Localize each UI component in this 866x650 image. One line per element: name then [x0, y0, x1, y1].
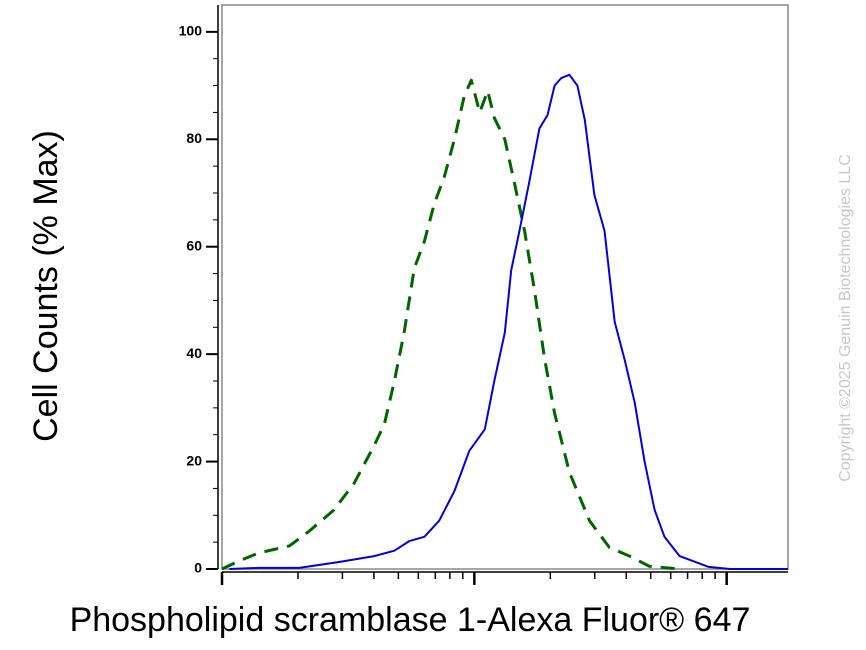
y-tick-label: 40	[186, 345, 202, 361]
histogram-line	[229, 73, 788, 570]
y-tick-label: 20	[186, 452, 202, 468]
y-tick-label: 60	[186, 237, 202, 253]
plot-frame	[221, 4, 789, 570]
watermark: Copyright ©2025 Genuin Biotechnologies L…	[837, 154, 854, 482]
y-tick-label: 0	[194, 560, 202, 576]
y-axis-label: Cell Counts (% Max)	[27, 130, 65, 442]
histogram-line	[221, 78, 680, 571]
x-axis-label: Phospholipid scramblase 1-Alexa Fluor® 6…	[70, 601, 751, 639]
y-tick-label: 80	[186, 130, 202, 146]
y-tick-label: 100	[179, 23, 203, 39]
